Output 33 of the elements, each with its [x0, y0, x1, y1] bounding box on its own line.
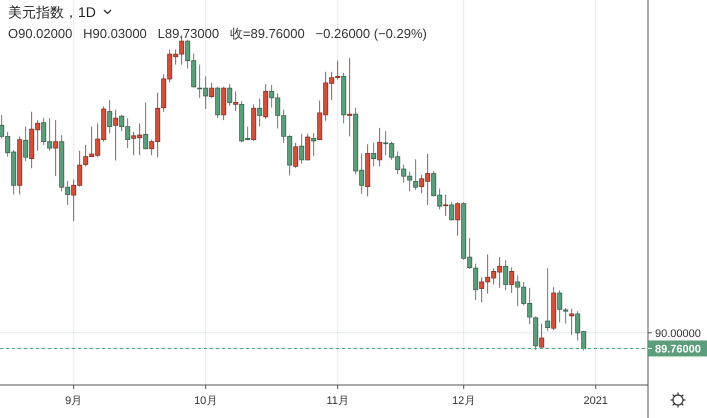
text: O90.02000 H90.03000 L89.73000 收=89.76000 −0.26000 (−0.29%) [8, 26, 427, 41]
candlestick [251, 104, 256, 142]
candlestick [341, 72, 346, 124]
candlestick [539, 323, 544, 348]
candlestick [23, 126, 28, 162]
candlestick [143, 102, 148, 150]
candlestick [209, 82, 214, 98]
candlestick [551, 286, 556, 331]
chart-title: 美元指数，1D [8, 4, 96, 20]
x-tick-label: 12月 [452, 395, 476, 407]
candlestick [365, 144, 370, 197]
y-tick-label: 90.00000 [655, 328, 701, 340]
candlestick [227, 84, 232, 106]
candlestick [107, 99, 112, 134]
candlestick [299, 133, 304, 164]
candlestick [215, 86, 220, 119]
candlestick [455, 202, 460, 236]
candlestick [449, 202, 454, 221]
candlestick [557, 290, 562, 323]
y-tick-label: 89.76000 [655, 343, 701, 356]
x-tick-label: 2021 [583, 395, 608, 407]
candlestick [503, 260, 508, 291]
x-tick-label: 9月 [65, 395, 82, 407]
candlestick [293, 142, 298, 168]
candlestick [263, 84, 268, 120]
candlestick [17, 136, 22, 195]
candlestick [509, 267, 514, 294]
candlestick [377, 128, 382, 167]
candlestick [221, 86, 226, 120]
candlestick [305, 133, 310, 161]
x-tick-label: 10月 [194, 395, 218, 407]
candlestick [473, 263, 478, 301]
x-tick-label: 11月 [326, 395, 349, 407]
